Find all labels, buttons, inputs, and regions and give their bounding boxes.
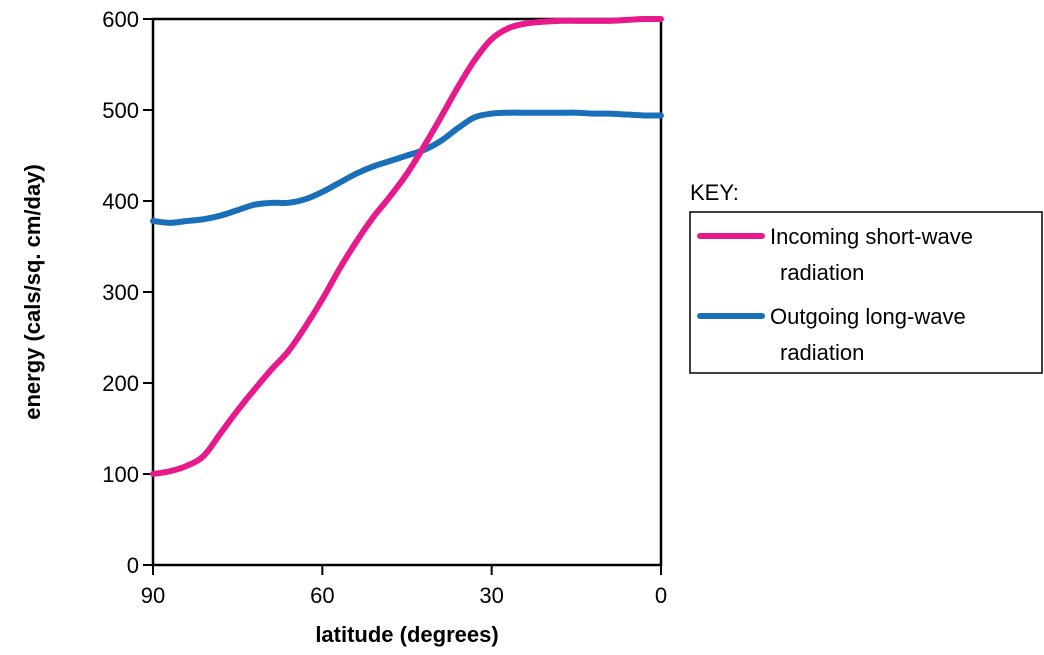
legend: KEY: Incoming short-wave radiation Outgo… xyxy=(689,180,1043,374)
series-line-outgoing xyxy=(150,109,664,226)
legend-label-incoming-line2: radiation xyxy=(780,260,864,285)
y-tick-label: 200 xyxy=(102,371,139,396)
y-tick-label: 300 xyxy=(102,280,139,305)
x-tick-label: 60 xyxy=(310,583,334,608)
series xyxy=(150,15,664,477)
y-tick-label: 400 xyxy=(102,189,139,214)
x-tick-label: 90 xyxy=(141,583,165,608)
legend-title: KEY: xyxy=(690,180,739,205)
y-tick-label: 0 xyxy=(127,553,139,578)
y-tick-label: 500 xyxy=(102,98,139,123)
y-tick-label: 600 xyxy=(102,7,139,32)
series-line-incoming xyxy=(150,15,664,477)
x-tick-label: 30 xyxy=(479,583,503,608)
axes xyxy=(151,17,663,567)
x-tick-label: 0 xyxy=(655,583,667,608)
legend-label-outgoing-line2: radiation xyxy=(780,340,864,365)
legend-box xyxy=(689,211,1043,374)
plot-frame xyxy=(151,17,663,567)
y-axis-title: energy (cals/sq. cm/day) xyxy=(20,164,45,420)
x-axis-title: latitude (degrees) xyxy=(315,622,498,647)
y-tick-label: 100 xyxy=(102,462,139,487)
legend-label-outgoing-line1: Outgoing long-wave xyxy=(770,304,966,329)
legend-label-incoming-line1: Incoming short-wave xyxy=(770,224,973,249)
